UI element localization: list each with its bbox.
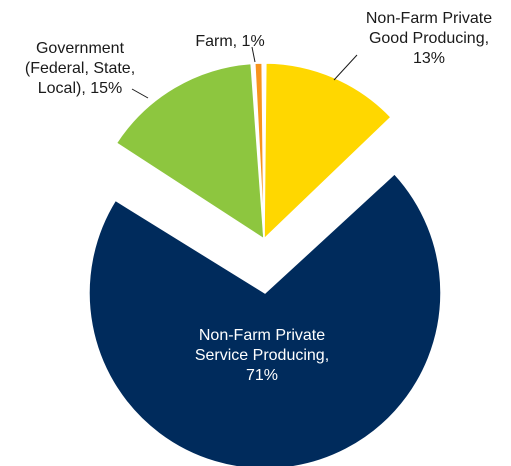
label-line: Government	[36, 40, 125, 57]
label-government-federal-state-local: Government (Federal, State, Local), 15%	[25, 40, 135, 97]
label-line: 71%	[246, 367, 278, 384]
label-line: Farm, 1%	[195, 33, 264, 50]
label-non-farm-private-service-producing: Non-Farm Private Service Producing, 71%	[195, 327, 329, 384]
label-line: Service Producing,	[195, 347, 329, 364]
slice-government-federal-state-local	[115, 62, 265, 241]
label-farm: Farm, 1%	[195, 33, 264, 50]
label-line: Non-Farm Private	[199, 327, 325, 344]
label-non-farm-private-good-producing: Non-Farm Private Good Producing, 13%	[366, 10, 492, 67]
pie-slices	[88, 62, 442, 466]
slice-farm	[254, 62, 265, 240]
label-line: (Federal, State,	[25, 60, 135, 77]
leader-line-non-farm-private-good-producing	[333, 54, 358, 81]
label-line: Non-Farm Private	[366, 10, 492, 27]
label-line: Good Producing,	[369, 30, 489, 47]
leader-line-government-federal-state-local	[131, 88, 149, 99]
slice-labels: Non-Farm Private Good Producing, 13%Non-Fa…	[25, 10, 492, 384]
label-line: 13%	[413, 50, 445, 67]
leader-lines	[131, 46, 358, 99]
label-line: Local), 15%	[38, 80, 123, 97]
leader-line-farm	[251, 46, 256, 63]
slice-non-farm-private-good-producing	[263, 62, 393, 241]
slice-non-farm-private-service-producing	[88, 172, 442, 466]
